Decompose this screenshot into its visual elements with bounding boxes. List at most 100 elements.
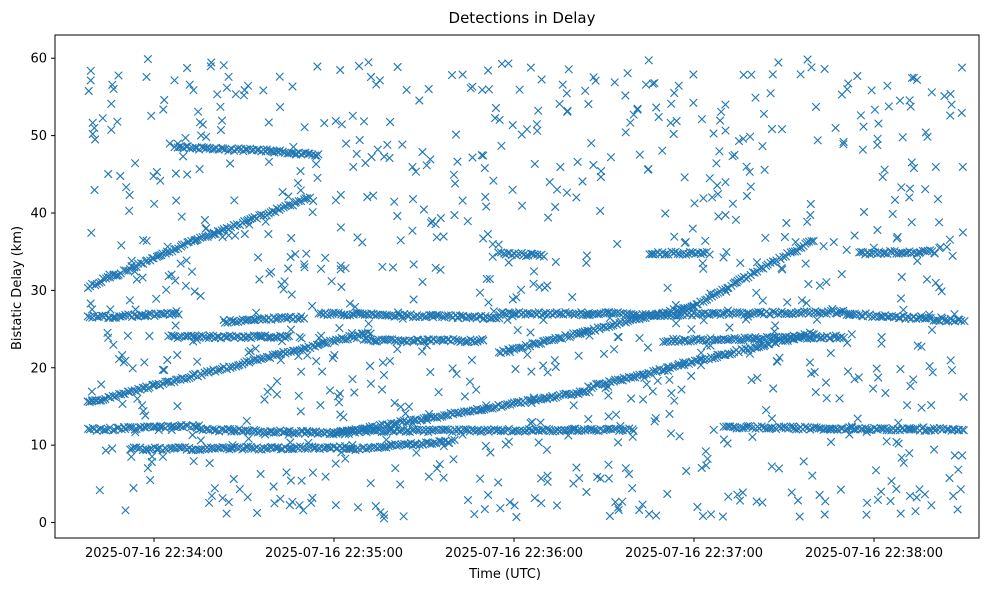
clutter-detection-point xyxy=(905,491,915,501)
clutter-detection-point xyxy=(245,220,254,229)
track-detection-point xyxy=(217,226,226,235)
track-detection-point xyxy=(99,395,108,404)
track-detection-point xyxy=(314,340,323,350)
clutter-detection-point xyxy=(868,384,878,393)
clutter-detection-point xyxy=(663,283,672,292)
clutter-detection-point xyxy=(379,510,389,519)
clutter-detection-point xyxy=(777,263,786,273)
track-detection-point xyxy=(601,308,610,317)
clutter-detection-point xyxy=(222,509,231,518)
clutter-detection-point xyxy=(386,424,395,434)
clutter-detection-point xyxy=(672,116,681,126)
clutter-detection-point xyxy=(907,158,916,167)
track-detection-point xyxy=(259,211,268,220)
track-detection-point xyxy=(400,310,409,319)
clutter-detection-point xyxy=(147,457,156,467)
clutter-detection-point xyxy=(269,482,278,491)
clutter-detection-point xyxy=(287,233,296,243)
clutter-detection-point xyxy=(734,136,744,146)
clutter-detection-point xyxy=(337,282,346,292)
clutter-detection-point xyxy=(675,432,684,441)
clutter-detection-point xyxy=(713,181,722,190)
track-detection-point xyxy=(701,296,710,305)
clutter-detection-point xyxy=(642,380,651,389)
clutter-detection-point xyxy=(152,294,161,303)
clutter-detection-point xyxy=(216,102,225,111)
clutter-detection-point xyxy=(641,80,651,89)
track-detection-point xyxy=(748,423,757,433)
clutter-detection-point xyxy=(327,277,336,286)
clutter-detection-point xyxy=(284,192,293,201)
clutter-detection-point xyxy=(529,393,539,402)
clutter-detection-point xyxy=(665,409,674,419)
clutter-detection-point xyxy=(530,159,539,169)
clutter-detection-point xyxy=(669,129,678,139)
clutter-detection-point xyxy=(229,474,238,484)
clutter-detection-point xyxy=(628,432,637,441)
clutter-detection-point xyxy=(698,511,708,521)
clutter-detection-point xyxy=(465,377,475,386)
clutter-detection-point xyxy=(497,141,506,150)
clutter-detection-point xyxy=(288,82,297,91)
clutter-detection-point xyxy=(931,278,940,287)
track-detection-point xyxy=(507,399,516,408)
clutter-detection-point xyxy=(87,397,97,406)
track-detection-point xyxy=(463,407,472,416)
clutter-detection-point xyxy=(680,173,689,182)
clutter-detection-point xyxy=(888,209,897,219)
clutter-detection-point xyxy=(927,400,936,410)
track-detection-point xyxy=(549,394,558,403)
clutter-detection-point xyxy=(767,124,777,134)
clutter-detection-point xyxy=(125,296,135,305)
clutter-detection-point xyxy=(761,233,770,242)
clutter-detection-point xyxy=(543,368,552,377)
clutter-detection-point xyxy=(195,164,204,174)
clutter-detection-point xyxy=(582,251,592,260)
clutter-detection-point xyxy=(782,218,791,228)
track-detection-point xyxy=(832,334,842,343)
track-detection-point xyxy=(674,337,683,346)
track-detection-point xyxy=(795,309,804,318)
clutter-detection-point xyxy=(933,194,943,204)
track-detection-point xyxy=(238,445,247,454)
track-detection-point xyxy=(757,422,766,431)
clutter-detection-point xyxy=(484,298,493,307)
clutter-detection-point xyxy=(181,281,191,290)
y-axis: 0 10 20 30 40 50 60 xyxy=(30,52,55,531)
track-detection-point xyxy=(171,244,180,254)
clutter-detection-point xyxy=(551,257,560,267)
clutter-detection-point xyxy=(671,300,680,310)
track-detection-point xyxy=(475,335,485,345)
clutter-detection-point xyxy=(783,298,792,307)
clutter-detection-point xyxy=(296,407,305,416)
track-detection-point xyxy=(124,387,134,397)
clutter-detection-point xyxy=(752,258,762,267)
track-detection-point xyxy=(677,361,686,370)
clutter-detection-point xyxy=(534,438,543,447)
clutter-detection-point xyxy=(862,498,872,507)
clutter-detection-point xyxy=(551,202,560,212)
clutter-detection-point xyxy=(681,237,690,247)
track-detection-point xyxy=(625,424,634,433)
clutter-detection-point xyxy=(205,458,214,468)
clutter-detection-point xyxy=(458,196,467,205)
clutter-detection-point xyxy=(264,118,273,127)
clutter-detection-point xyxy=(192,335,202,344)
clutter-detection-point xyxy=(183,170,192,179)
track-detection-point xyxy=(148,423,158,432)
clutter-detection-point xyxy=(803,217,812,226)
clutter-detection-point xyxy=(308,468,318,477)
clutter-detection-point xyxy=(937,287,946,296)
clutter-detection-point xyxy=(825,424,835,433)
clutter-detection-point xyxy=(780,232,790,242)
clutter-detection-point xyxy=(670,396,679,405)
clutter-detection-point xyxy=(366,479,375,488)
clutter-detection-point xyxy=(731,215,741,224)
clutter-detection-point xyxy=(230,196,239,205)
track-detection-point xyxy=(142,445,152,454)
clutter-detection-point xyxy=(890,195,900,205)
clutter-detection-point xyxy=(535,282,544,292)
clutter-detection-point xyxy=(210,484,219,493)
clutter-detection-point xyxy=(665,375,674,384)
clutter-detection-point xyxy=(947,366,957,375)
